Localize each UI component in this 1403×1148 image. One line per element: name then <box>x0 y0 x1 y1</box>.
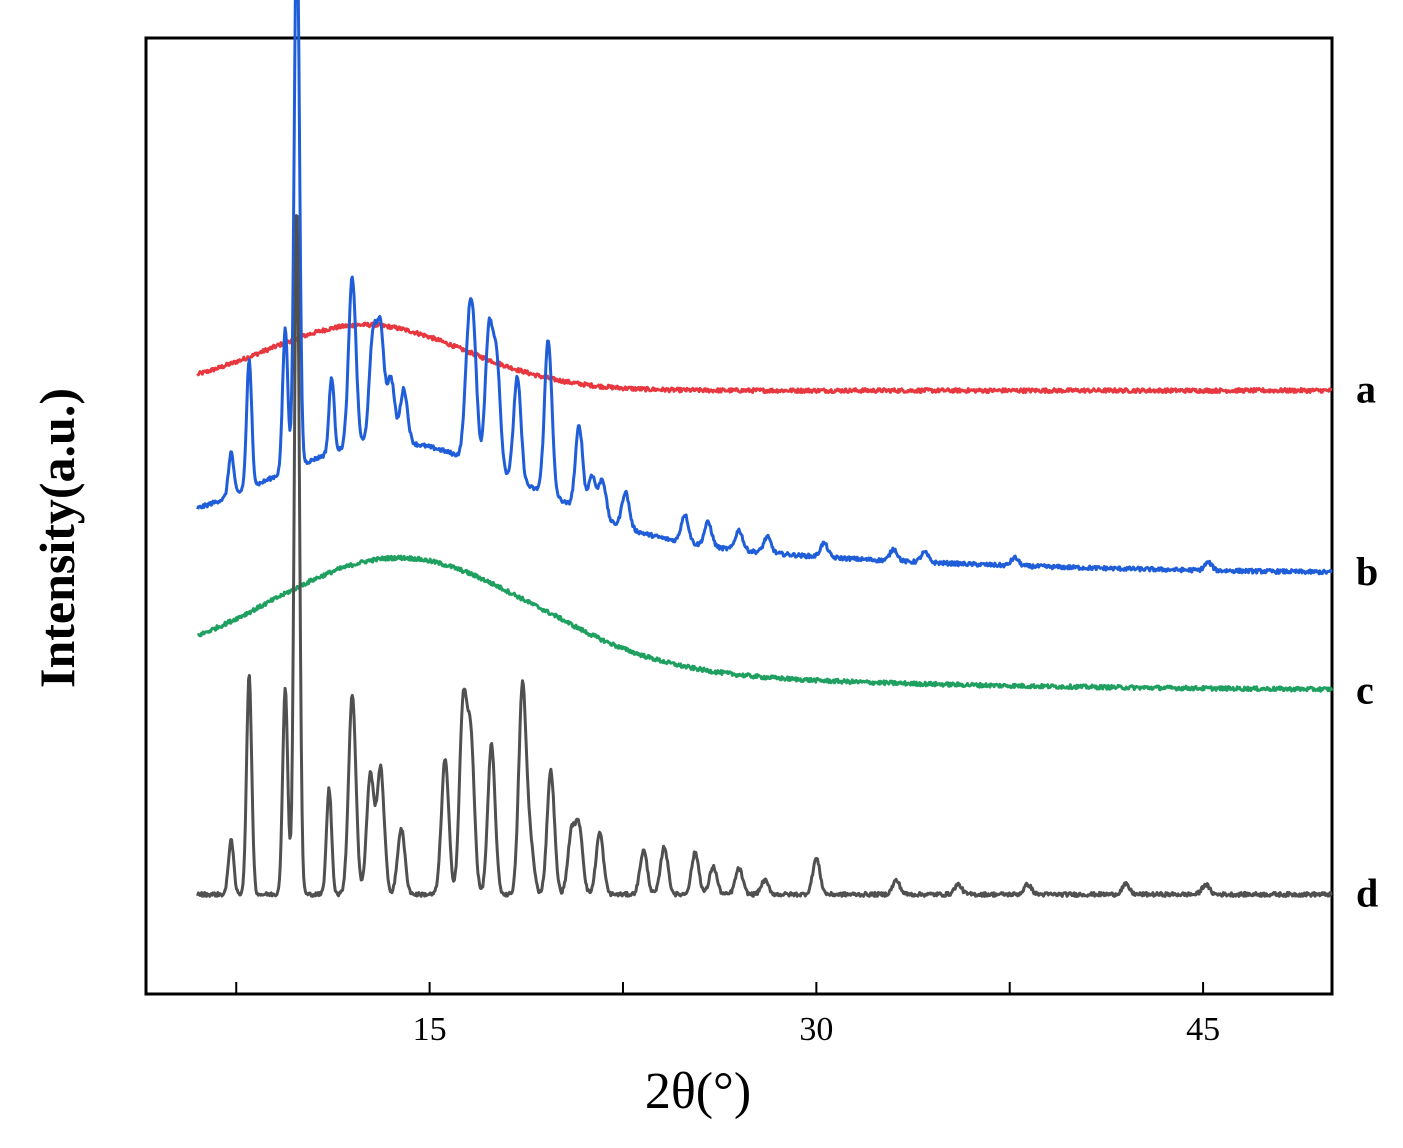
series-layer <box>196 0 1334 898</box>
series-line-d <box>196 214 1333 898</box>
x-axis-title: 2θ(°) <box>645 1063 751 1120</box>
x-tick-label: 15 <box>413 1011 447 1048</box>
series-line-a <box>196 321 1333 394</box>
series-label-a: a <box>1356 366 1376 411</box>
plot-frame <box>144 36 1334 996</box>
series-line-b <box>196 0 1333 576</box>
series-label-d: d <box>1356 871 1378 916</box>
x-tick-label: 30 <box>799 1011 833 1048</box>
series-labels: a b c d <box>1356 366 1378 915</box>
x-tick-label: 45 <box>1186 1011 1220 1048</box>
series-label-c: c <box>1356 668 1374 713</box>
series-line-c <box>196 554 1334 693</box>
x-axis-ticks: 15 30 45 <box>235 982 1220 1048</box>
series-label-b: b <box>1356 549 1378 594</box>
y-axis-title: Intensity(a.u.) <box>29 388 85 688</box>
